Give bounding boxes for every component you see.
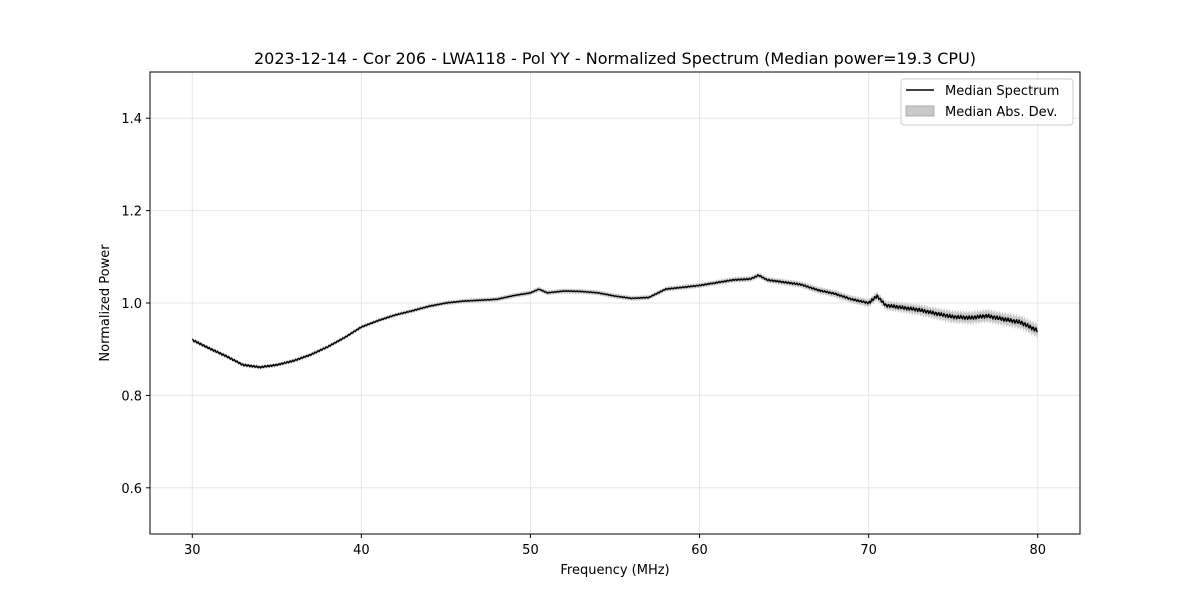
mad-band-layer	[192, 272, 1038, 370]
x-tick-label: 40	[353, 543, 370, 558]
legend-box	[900, 78, 1074, 126]
legend-entry-median-abs-dev: Median Abs. Dev.	[945, 105, 1057, 120]
x-tick-label: 50	[522, 543, 539, 558]
y-tick-label: 1.4	[121, 112, 142, 127]
x-axis-label: Frequency (MHz)	[560, 563, 669, 578]
x-tick-label: 30	[184, 543, 201, 558]
legend: Median Spectrum Median Abs. Dev.	[900, 78, 1074, 126]
chart-title: 2023-12-14 - Cor 206 - LWA118 - Pol YY -…	[254, 49, 976, 68]
x-tick-label: 80	[1029, 543, 1046, 558]
x-tick-label: 60	[691, 543, 708, 558]
x-axis: 30 40 50 60 70 80	[184, 534, 1046, 558]
y-tick-label: 1.0	[121, 297, 142, 312]
y-tick-label: 0.8	[121, 389, 142, 404]
y-tick-label: 0.6	[121, 482, 142, 497]
series-layer	[191, 274, 1038, 369]
legend-band-swatch	[905, 105, 935, 117]
legend-entry-median-spectrum: Median Spectrum	[945, 84, 1059, 99]
median-spectrum-line	[191, 274, 1038, 369]
y-axis: 0.6 0.8 1.0 1.2 1.4	[121, 112, 150, 497]
grid	[150, 72, 1080, 534]
y-tick-label: 1.2	[121, 205, 142, 220]
mad-band	[192, 272, 1038, 370]
y-axis-label: Normalized Power	[98, 244, 113, 362]
x-tick-label: 70	[860, 543, 877, 558]
